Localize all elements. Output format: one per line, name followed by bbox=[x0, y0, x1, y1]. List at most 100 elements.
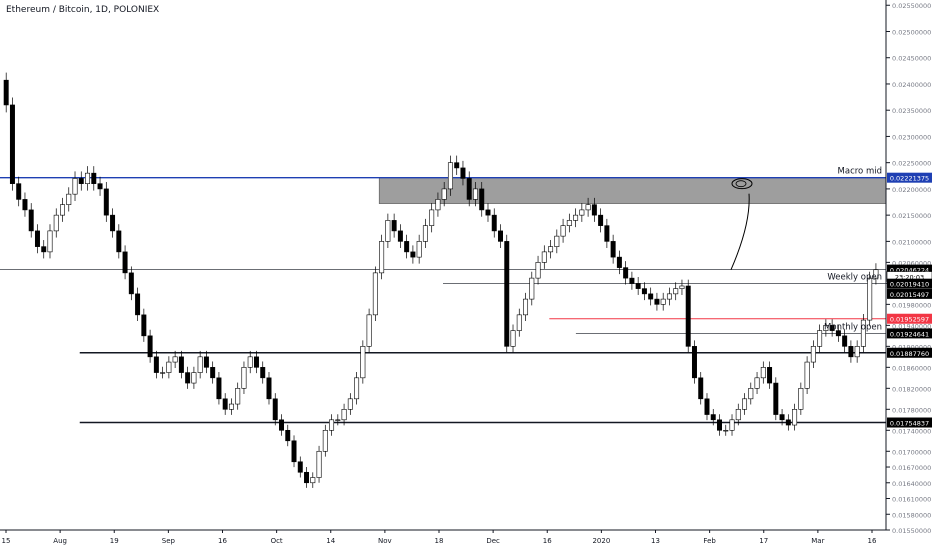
level-annotation: Weekly open bbox=[827, 273, 882, 283]
candle bbox=[260, 367, 266, 379]
candle bbox=[60, 204, 65, 216]
candle bbox=[97, 183, 103, 190]
x-tick-label: Feb bbox=[703, 537, 716, 545]
price-label-text: 0.02221375 bbox=[890, 175, 929, 183]
candle bbox=[28, 209, 34, 232]
candle bbox=[210, 367, 216, 379]
candle bbox=[22, 199, 28, 211]
candle bbox=[842, 335, 848, 347]
candle bbox=[147, 335, 153, 358]
candle bbox=[34, 230, 40, 247]
candle bbox=[742, 398, 748, 410]
candle bbox=[867, 277, 873, 321]
candle bbox=[660, 298, 666, 305]
candle bbox=[535, 262, 541, 279]
candle bbox=[679, 285, 685, 289]
candle bbox=[172, 356, 178, 363]
candle bbox=[804, 361, 810, 389]
price-label-text: 0.02046224 bbox=[890, 267, 929, 275]
supply-zone bbox=[378, 177, 887, 204]
x-tick-label: Dec bbox=[486, 537, 500, 545]
x-tick-label: 13 bbox=[651, 537, 660, 545]
candle bbox=[760, 367, 766, 379]
candle bbox=[78, 178, 84, 184]
price-label-box bbox=[887, 264, 932, 275]
candle bbox=[441, 188, 447, 200]
candle bbox=[754, 377, 760, 389]
candle bbox=[735, 409, 741, 421]
candle bbox=[235, 388, 241, 405]
candle bbox=[329, 419, 335, 431]
candle bbox=[466, 178, 472, 200]
candle bbox=[85, 172, 91, 184]
price-label-text: 0.01754837 bbox=[890, 420, 929, 428]
y-tick-label: 0.01700000 bbox=[892, 448, 931, 456]
candle bbox=[729, 419, 735, 431]
candle bbox=[472, 188, 478, 200]
price-label-text: 0.01952597 bbox=[890, 316, 929, 324]
x-tick-label: Sep bbox=[162, 537, 176, 545]
candle bbox=[573, 214, 579, 221]
y-tick-label: 0.01980000 bbox=[892, 301, 931, 309]
candle bbox=[835, 330, 841, 337]
x-tick-label: 18 bbox=[435, 537, 444, 545]
candle bbox=[554, 235, 560, 247]
candle bbox=[197, 356, 203, 373]
candle bbox=[616, 256, 622, 268]
price-label-box bbox=[887, 313, 932, 324]
candle bbox=[429, 209, 435, 226]
x-tick-label: Oct bbox=[271, 537, 283, 545]
candle bbox=[641, 288, 647, 295]
x-tick-label: 16 bbox=[868, 537, 877, 545]
candle bbox=[748, 388, 754, 400]
candle bbox=[810, 346, 816, 363]
level-annotation: Monthly open bbox=[824, 322, 882, 332]
candle bbox=[685, 285, 691, 347]
circle-mark-inner bbox=[735, 180, 747, 188]
candle bbox=[779, 414, 785, 421]
candle bbox=[178, 356, 184, 373]
candle bbox=[691, 346, 697, 379]
candle bbox=[860, 319, 866, 347]
candle bbox=[253, 356, 259, 368]
y-tick-label: 0.01740000 bbox=[892, 427, 931, 435]
candle bbox=[103, 188, 109, 216]
x-tick-label: Mar bbox=[811, 537, 824, 545]
candle bbox=[379, 241, 385, 274]
price-label-box bbox=[887, 347, 932, 358]
candle bbox=[391, 220, 397, 232]
candle bbox=[166, 361, 172, 373]
candle bbox=[767, 367, 773, 384]
candle bbox=[673, 288, 679, 295]
candle bbox=[72, 178, 78, 195]
x-tick-label: 17 bbox=[759, 537, 768, 545]
y-tick-label: 0.02350000 bbox=[892, 107, 931, 115]
candle bbox=[41, 246, 47, 253]
candle bbox=[873, 269, 879, 279]
candle bbox=[548, 246, 554, 253]
candle bbox=[829, 325, 835, 331]
candle bbox=[66, 193, 72, 205]
candle bbox=[160, 372, 166, 374]
candle bbox=[560, 225, 566, 237]
level-annotation: Macro mid bbox=[838, 167, 882, 177]
candle bbox=[785, 419, 791, 426]
candle bbox=[316, 450, 322, 478]
x-tick-label: Nov bbox=[378, 537, 392, 545]
y-tick-label: 0.01670000 bbox=[892, 464, 931, 472]
chart-title: Ethereum / Bitcoin, 1D, POLONIEX bbox=[6, 5, 160, 15]
y-tick-label: 0.02300000 bbox=[892, 133, 931, 141]
candle bbox=[541, 251, 547, 263]
y-tick-label: 0.02250000 bbox=[892, 160, 931, 168]
arrow-curve bbox=[730, 193, 750, 270]
candle bbox=[435, 199, 441, 211]
candle bbox=[141, 314, 147, 337]
x-tick-label: 19 bbox=[110, 537, 119, 545]
candle bbox=[9, 104, 15, 184]
candle bbox=[279, 419, 284, 431]
candle bbox=[360, 346, 366, 379]
y-tick-label: 0.01940000 bbox=[892, 322, 931, 330]
price-label-text: 0.02019410 bbox=[890, 281, 929, 289]
